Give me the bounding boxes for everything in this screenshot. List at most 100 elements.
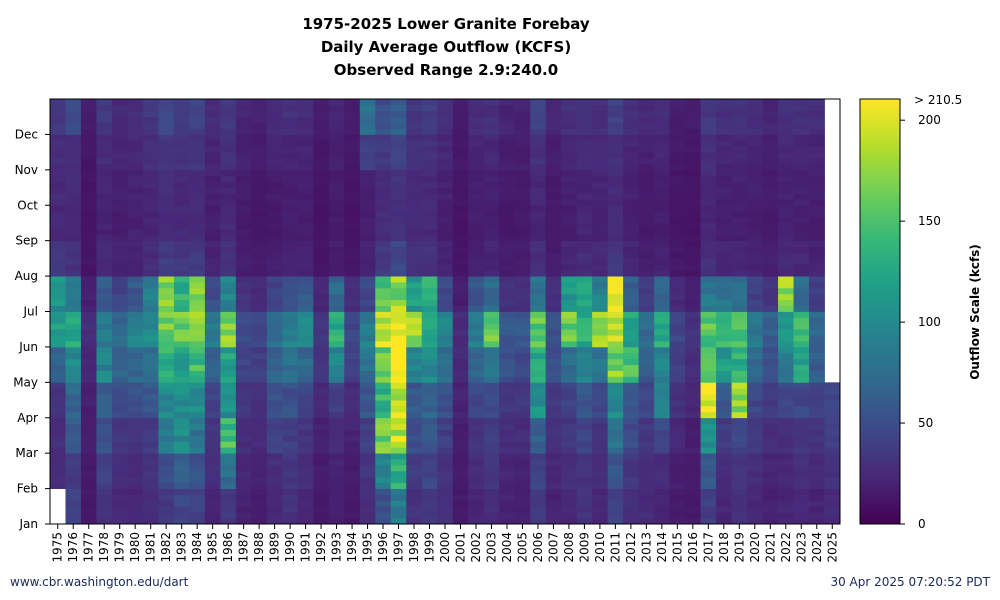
heatmap-cell: [592, 470, 609, 478]
heatmap-cell: [530, 158, 547, 165]
heatmap-cell: [762, 429, 779, 436]
heatmap-cell: [700, 317, 717, 324]
heatmap-cell: [700, 346, 717, 354]
heatmap-cell: [793, 134, 810, 141]
heatmap-cell: [282, 193, 299, 200]
heatmap-cell: [96, 217, 113, 224]
heatmap-cell: [499, 429, 516, 436]
heatmap-cell: [607, 152, 624, 159]
heatmap-cell: [762, 400, 779, 407]
heatmap-cell: [592, 199, 609, 206]
heatmap-cell: [654, 234, 671, 242]
heatmap-cell: [576, 99, 593, 106]
heatmap-cell: [344, 476, 361, 484]
heatmap-cell: [96, 405, 113, 413]
heatmap-cell: [716, 228, 732, 236]
heatmap-cell: [96, 140, 113, 147]
heatmap-cell: [762, 276, 779, 283]
heatmap-cell: [468, 405, 485, 413]
heatmap-cell: [251, 441, 268, 448]
heatmap-cell: [514, 459, 531, 466]
heatmap-cell: [80, 128, 97, 135]
heatmap-cell: [344, 122, 361, 129]
heatmap-cell: [50, 405, 66, 413]
heatmap-cell: [731, 152, 748, 159]
heatmap-cell: [390, 411, 407, 419]
heatmap-cell: [421, 376, 438, 383]
heatmap-cell: [344, 158, 361, 165]
heatmap-cell: [654, 199, 671, 206]
heatmap-cell: [793, 311, 810, 318]
heatmap-cell: [80, 388, 97, 395]
heatmap-cell: [514, 240, 531, 247]
heatmap-cell: [111, 222, 128, 230]
heatmap-cell: [437, 163, 454, 171]
x-tick-label: 1982: [159, 532, 173, 563]
heatmap-cell: [158, 264, 175, 271]
heatmap-cell: [623, 163, 640, 171]
heatmap-cell: [266, 217, 283, 224]
heatmap-cell: [204, 335, 221, 342]
heatmap-cell: [700, 211, 717, 218]
heatmap-cell: [313, 482, 330, 489]
heatmap-cell: [499, 305, 516, 312]
heatmap-cell: [375, 358, 392, 366]
heatmap-cell: [669, 488, 686, 495]
heatmap-cell: [189, 169, 206, 177]
heatmap-cell: [80, 335, 97, 342]
heatmap-cell: [437, 128, 454, 135]
heatmap-cell: [142, 482, 159, 489]
heatmap-cell: [189, 146, 206, 153]
heatmap-cell: [158, 388, 175, 395]
heatmap-cell: [623, 211, 640, 218]
heatmap-cell: [809, 122, 825, 129]
heatmap-cell: [282, 140, 299, 147]
heatmap-cell: [762, 441, 779, 448]
heatmap-cell: [468, 205, 485, 212]
heatmap-cell: [669, 240, 686, 247]
heatmap-cell: [638, 187, 655, 194]
heatmap-cell: [344, 228, 361, 236]
heatmap-cell: [158, 187, 175, 194]
heatmap-cell: [437, 453, 454, 460]
heatmap-cell: [80, 228, 97, 236]
heatmap-cell: [669, 346, 686, 354]
heatmap-cell: [359, 364, 376, 371]
heatmap-cell: [344, 453, 361, 460]
heatmap-cell: [607, 134, 624, 141]
heatmap-cell: [452, 163, 469, 171]
heatmap-cell: [96, 447, 113, 454]
heatmap-cell: [220, 128, 237, 135]
colorbar-tick-label: 100: [918, 315, 941, 329]
heatmap-cell: [297, 187, 314, 194]
heatmap-cell: [592, 329, 609, 336]
heatmap-cell: [421, 281, 438, 289]
heatmap-cell: [406, 323, 423, 330]
heatmap-cell: [530, 376, 547, 383]
heatmap-cell: [50, 222, 66, 230]
heatmap-cell: [65, 211, 82, 218]
heatmap-cell: [220, 152, 237, 159]
heatmap-cell: [127, 441, 144, 448]
heatmap-cell: [809, 252, 825, 259]
heatmap-cell: [142, 240, 159, 247]
heatmap-cell: [189, 152, 206, 159]
heatmap-cell: [297, 364, 314, 371]
heatmap-cell: [623, 252, 640, 259]
heatmap-cell: [483, 400, 500, 407]
heatmap-cell: [499, 441, 516, 448]
heatmap-cell: [437, 364, 454, 371]
heatmap-cell: [344, 400, 361, 407]
heatmap-cell: [189, 370, 206, 377]
heatmap-cell: [809, 405, 825, 413]
heatmap-cell: [452, 317, 469, 324]
heatmap-cell: [685, 293, 701, 301]
heatmap-cell: [235, 258, 252, 265]
heatmap-cell: [638, 352, 655, 360]
heatmap-cell: [809, 382, 825, 389]
heatmap-cell: [251, 311, 268, 318]
heatmap-cell: [251, 518, 268, 525]
heatmap-cell: [282, 352, 299, 360]
heatmap-cell: [421, 134, 438, 141]
heatmap-cell: [607, 506, 624, 513]
